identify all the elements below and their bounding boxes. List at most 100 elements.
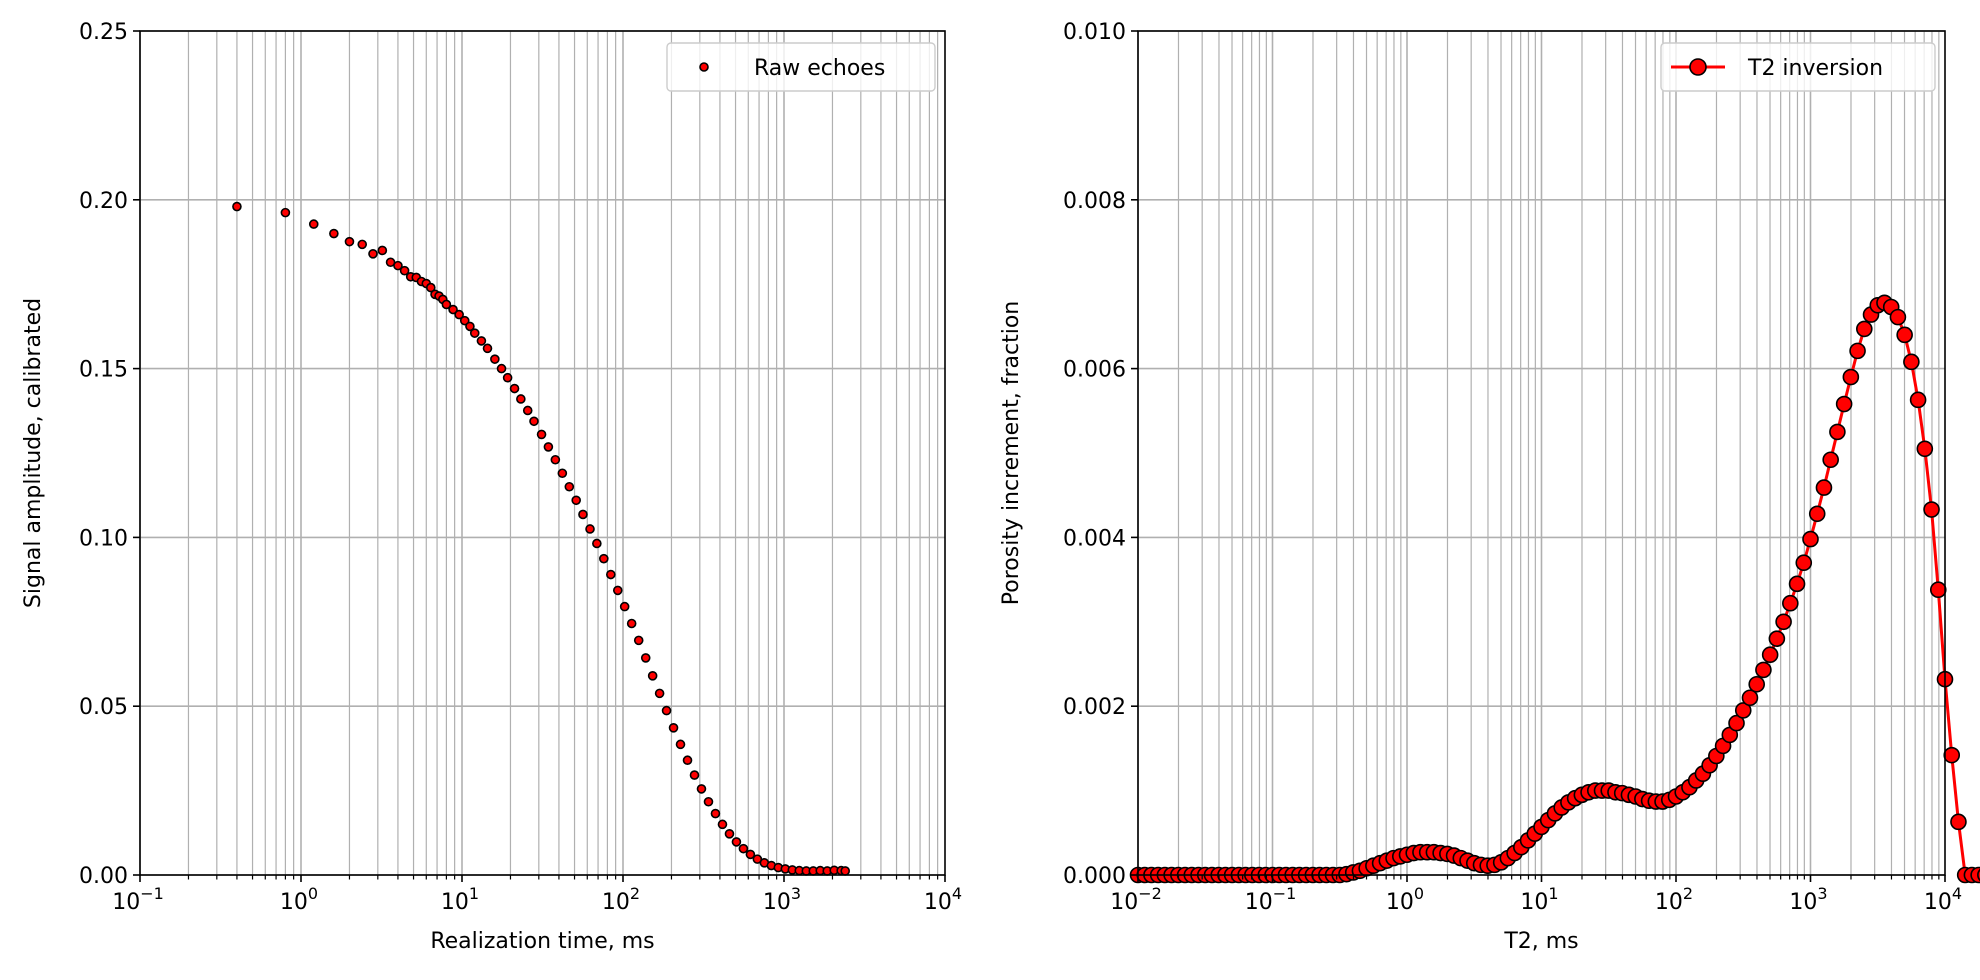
x-tick-label: 100 xyxy=(280,884,318,915)
data-point xyxy=(368,249,378,259)
data-point xyxy=(454,309,464,320)
data-point xyxy=(280,207,291,218)
data-point xyxy=(496,363,507,374)
data-point xyxy=(1916,440,1934,458)
chart-right-t2-inversion: 10−2 10−1 100 101 102 103 1040.0000.0020.0040.… xyxy=(999,20,1980,954)
data-point xyxy=(469,328,480,338)
data-point xyxy=(1822,451,1839,469)
legend-marker-swatch xyxy=(1689,58,1707,76)
data-point xyxy=(717,819,728,830)
data-point xyxy=(1815,479,1833,496)
data-point xyxy=(459,315,470,326)
x-tick-label: 104 xyxy=(1924,884,1962,915)
x-tick-exponent: 1 xyxy=(469,884,479,903)
data-point xyxy=(1734,702,1752,719)
legend-label: Raw echoes xyxy=(754,56,885,81)
legend-frame xyxy=(666,42,936,92)
data-point xyxy=(502,372,513,383)
x-tick-label: 104 xyxy=(924,884,962,915)
data-point xyxy=(606,569,616,580)
x-tick-label: 10−1 xyxy=(1245,884,1297,915)
data-point xyxy=(592,538,602,549)
data-point xyxy=(1903,353,1920,371)
data-point xyxy=(1728,714,1745,732)
x-tick-base: 10 xyxy=(1520,890,1548,915)
data-point xyxy=(441,299,452,310)
data-point xyxy=(1923,501,1940,518)
data-point xyxy=(550,454,561,465)
data-point xyxy=(619,601,630,612)
data-point xyxy=(1741,689,1759,707)
x-tick-exponent: 3 xyxy=(1817,884,1827,903)
data-point xyxy=(612,585,623,596)
data-point xyxy=(703,796,714,807)
legend-frame xyxy=(1660,42,1936,92)
x-axis-label: Realization time, ms xyxy=(430,929,654,954)
x-tick-base: 10 xyxy=(763,890,791,915)
x-tick-exponent: 1 xyxy=(1548,884,1558,903)
data-point xyxy=(425,282,436,293)
legend-marker-swatch xyxy=(699,62,709,72)
data-point xyxy=(536,429,547,440)
data-point xyxy=(633,635,644,646)
data-point xyxy=(1856,320,1873,338)
y-tick-label: 0.000 xyxy=(1063,864,1126,889)
data-point xyxy=(738,843,749,854)
data-point xyxy=(1889,308,1907,326)
data-point xyxy=(448,304,458,315)
y-tick-label: 0.05 xyxy=(79,695,128,720)
data-point xyxy=(377,245,388,256)
data-point xyxy=(543,442,554,452)
data-point xyxy=(599,553,609,564)
legend: T2 inversion xyxy=(1660,42,1936,92)
data-point xyxy=(1929,581,1947,599)
data-point xyxy=(509,383,520,394)
data-point xyxy=(564,481,575,492)
data-point xyxy=(1748,675,1765,693)
data-point xyxy=(647,671,658,681)
data-point xyxy=(1950,813,1967,831)
data-point xyxy=(578,509,588,520)
x-tick-base: 10 xyxy=(1110,890,1138,915)
x-axis: 10−2 10−1 100 101 102 103 104 xyxy=(1110,875,1962,915)
grid xyxy=(1137,30,1945,876)
x-tick-exponent: 2 xyxy=(630,884,640,903)
x-tick-exponent: 4 xyxy=(1952,884,1962,903)
y-tick-label: 0.15 xyxy=(79,358,128,383)
data-point xyxy=(1977,868,1980,882)
data-point xyxy=(516,394,526,404)
y-tick-label: 0.010 xyxy=(1063,20,1126,45)
x-tick-label: 100 xyxy=(1386,884,1424,915)
x-tick-exponent: −1 xyxy=(1273,884,1297,903)
data-point xyxy=(1970,866,1980,884)
x-tick-exponent: 3 xyxy=(791,884,801,903)
data-point xyxy=(710,808,721,819)
data-point xyxy=(1842,368,1860,386)
x-tick-base: 10 xyxy=(1655,890,1683,915)
data-point xyxy=(1788,575,1806,593)
data-point xyxy=(640,653,651,663)
y-axis: 0.000 0.002 0.004 0.006 0.008 0.010 xyxy=(1063,20,1138,889)
chart-left-raw-echoes: 10−1 100 101 102 103 1040.000.050.100.150.200… xyxy=(21,20,962,954)
plot-area xyxy=(232,201,851,876)
data-point xyxy=(675,739,686,750)
x-tick-exponent: 0 xyxy=(308,884,318,903)
y-tick-label: 0.006 xyxy=(1063,358,1126,383)
data-point xyxy=(1782,594,1799,612)
data-point xyxy=(344,236,355,247)
legend: Raw echoes xyxy=(666,42,936,92)
data-point xyxy=(490,354,500,364)
x-axis: 10−1 100 101 102 103 104 xyxy=(112,875,962,915)
x-tick-base: 10 xyxy=(441,890,469,915)
data-point xyxy=(232,201,242,212)
data-point xyxy=(745,849,756,860)
data-point xyxy=(1943,746,1961,764)
data-point xyxy=(661,705,672,716)
y-axis-label: Signal amplitude, calibrated xyxy=(21,298,46,608)
x-tick-label: 102 xyxy=(602,884,640,915)
y-tick-label: 0.10 xyxy=(79,526,128,551)
data-point xyxy=(696,784,707,794)
data-point xyxy=(1896,326,1913,344)
legend-label: T2 inversion xyxy=(1747,56,1883,81)
